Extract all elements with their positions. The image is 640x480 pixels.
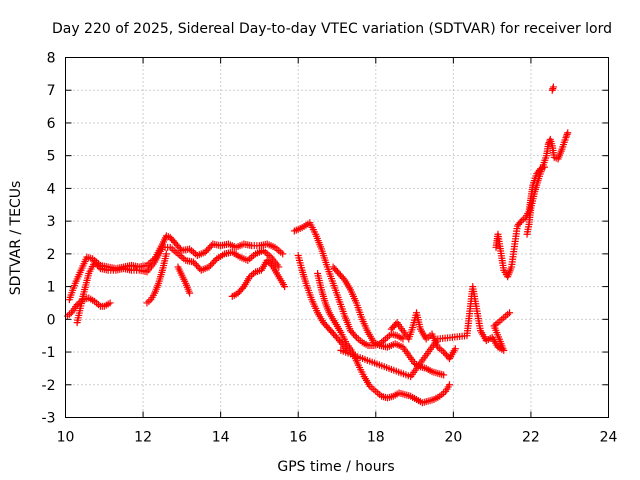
x-tick-label: 12 xyxy=(134,430,152,446)
data-point xyxy=(562,134,570,142)
y-tick-labels: -3 -2 -1 0 1 2 3 4 5 6 7 8 xyxy=(42,51,56,427)
x-tick-label: 20 xyxy=(444,430,462,446)
y-tick-label: 1 xyxy=(47,280,56,296)
data-point xyxy=(207,242,215,250)
data-point xyxy=(201,248,209,256)
data-point xyxy=(281,283,289,291)
y-tick-label: 2 xyxy=(47,247,56,263)
data-point xyxy=(335,337,343,345)
data-point xyxy=(445,381,453,389)
data-point xyxy=(191,260,199,268)
data-point xyxy=(268,261,276,269)
x-tick-label: 14 xyxy=(212,430,230,446)
x-tick-label: 18 xyxy=(367,430,385,446)
data-point xyxy=(339,274,347,282)
y-tick-label: -3 xyxy=(42,411,56,427)
data-point xyxy=(563,130,571,138)
data-points xyxy=(63,83,572,407)
y-tick-label: 7 xyxy=(47,83,56,99)
data-point xyxy=(162,250,170,258)
data-point xyxy=(189,258,197,266)
data-point xyxy=(238,284,246,292)
data-point xyxy=(204,245,212,253)
data-point xyxy=(506,309,514,317)
data-point xyxy=(351,332,359,340)
data-point xyxy=(207,261,215,269)
y-tick-label: 3 xyxy=(47,214,56,230)
plot-frame xyxy=(65,57,609,418)
data-point xyxy=(549,83,557,91)
data-point xyxy=(564,129,572,137)
data-point xyxy=(194,263,202,271)
x-tick-label: 22 xyxy=(522,430,540,446)
x-tick-label: 16 xyxy=(289,430,307,446)
data-point xyxy=(203,247,211,255)
x-tick-label: 10 xyxy=(57,430,75,446)
data-point xyxy=(186,289,194,297)
y-tick-label: 8 xyxy=(47,51,56,67)
data-point xyxy=(208,260,216,268)
y-axis-label: SDTVAR / TECUs xyxy=(8,181,24,296)
data-point xyxy=(176,245,184,253)
data-point xyxy=(516,219,524,227)
data-point xyxy=(279,250,287,258)
data-point xyxy=(210,258,218,266)
y-tick-label: 6 xyxy=(47,116,56,132)
data-point xyxy=(206,243,214,251)
x-tick-label: 24 xyxy=(600,430,618,446)
data-point xyxy=(451,345,459,353)
y-tick-label: 5 xyxy=(47,149,56,165)
data-point xyxy=(562,132,570,140)
y-tick-label: 4 xyxy=(47,181,56,197)
data-point xyxy=(205,263,213,271)
data-point xyxy=(106,299,114,307)
y-tick-label: 0 xyxy=(47,312,56,328)
y-tick-label: -1 xyxy=(42,345,56,361)
axis-ticks xyxy=(65,57,609,418)
chart-title: Day 220 of 2025, Sidereal Day-to-day VTE… xyxy=(52,21,612,37)
x-axis-label: GPS time / hours xyxy=(277,459,394,475)
y-tick-label: -2 xyxy=(42,378,56,394)
x-tick-labels: 10 12 14 16 18 20 22 24 xyxy=(57,430,618,446)
data-point xyxy=(440,371,448,379)
data-point xyxy=(193,261,201,269)
